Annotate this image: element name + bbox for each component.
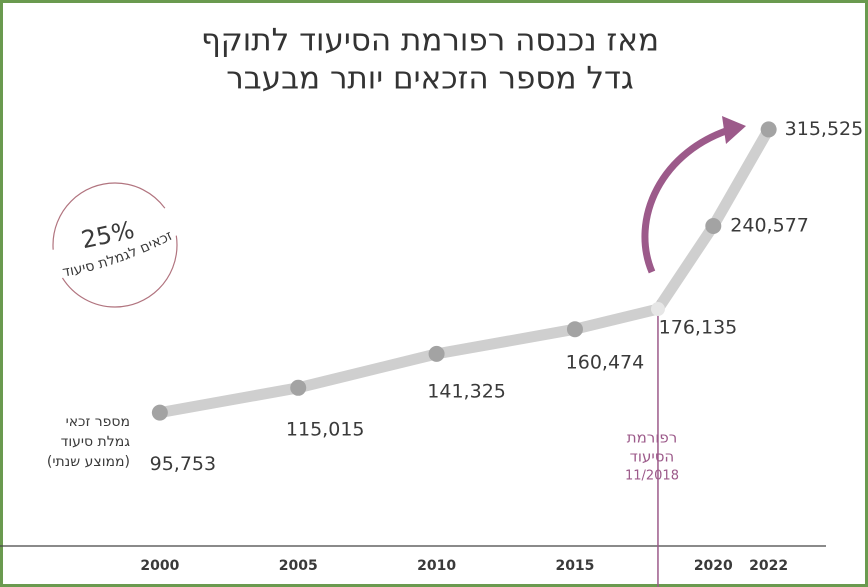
x-tick-label: 2000 xyxy=(140,558,179,574)
reform-label: רפורמת xyxy=(627,429,677,447)
x-tick-label: 2005 xyxy=(279,558,318,574)
reform-label: הסיעוד xyxy=(630,448,675,466)
x-tick-label: 2015 xyxy=(555,558,594,574)
value-label: 141,325 xyxy=(427,380,506,402)
point xyxy=(705,217,722,234)
arrow xyxy=(641,124,736,274)
y-label: מספר זכאי xyxy=(66,414,130,430)
point xyxy=(566,321,583,338)
chart-title: גדל מספר הזכאים יותר מבעבר xyxy=(226,61,633,97)
x-tick-label: 2022 xyxy=(749,558,788,574)
value-label: 315,525 xyxy=(785,118,864,140)
arrow-head xyxy=(722,116,746,144)
chart-title: מאז נכנסה רפורמת הסיעוד לתוקף xyxy=(201,23,659,59)
point xyxy=(290,379,307,396)
point xyxy=(650,302,665,317)
point xyxy=(428,345,445,362)
point xyxy=(151,404,168,421)
x-tick-label: 2020 xyxy=(694,558,733,574)
x-tick-label: 2010 xyxy=(417,558,456,574)
badge-ring xyxy=(52,182,178,308)
value-label: 160,474 xyxy=(566,352,645,374)
value-label: 176,135 xyxy=(659,317,738,339)
y-label: גמלת סיעוד xyxy=(61,434,131,450)
value-label: 115,015 xyxy=(286,418,365,440)
value-label: 95,753 xyxy=(150,453,216,475)
value-label: 240,577 xyxy=(730,214,809,236)
point xyxy=(760,121,777,138)
y-label: (ממוצע שנתי) xyxy=(47,454,130,470)
reform-label: 11/2018 xyxy=(625,469,679,484)
